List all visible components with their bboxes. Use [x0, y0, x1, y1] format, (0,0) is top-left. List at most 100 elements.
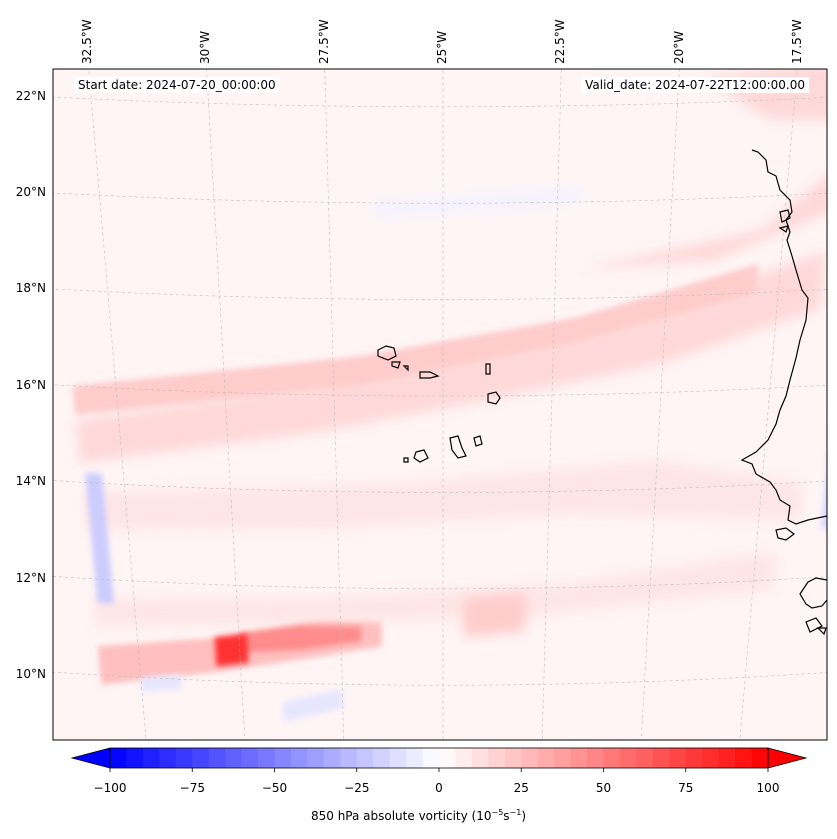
latitude-tick-label: 22°N [15, 89, 46, 103]
colorbar-segment [504, 748, 522, 768]
colorbar-segment [488, 748, 506, 768]
colorbar-segment [537, 748, 555, 768]
santa-luzia [402, 365, 409, 372]
colorbar-segment [340, 748, 358, 768]
longitude-tick-label: 30°W [198, 30, 212, 64]
bijagos-islands [805, 617, 827, 636]
latitude-tick-label: 20°N [15, 185, 46, 199]
santiago [449, 435, 467, 459]
parallel-gridline [53, 192, 827, 204]
colorbar-segment [751, 748, 769, 768]
colorbar-label-exp1: −5 [491, 808, 504, 817]
colorbar-segment [685, 748, 703, 768]
colorbar-label-exp2: −1 [509, 808, 522, 817]
colorbar-tick-label: −75 [179, 781, 205, 795]
negative-vorticity-region [820, 466, 827, 530]
meridian-gridline [324, 69, 345, 740]
gridlines [53, 69, 827, 740]
start-date-label: Start date: 2024-07-20_00:00:00 [74, 77, 280, 93]
colorbar-segment [669, 748, 687, 768]
colorbar-segment [241, 748, 259, 768]
colorbar-segment [192, 748, 210, 768]
positive-vorticity-region [463, 593, 526, 637]
map-frame [52, 68, 828, 741]
parallel-gridline [53, 480, 827, 493]
colorbar-segment [126, 748, 144, 768]
negative-vorticity-region [282, 689, 343, 722]
positive-vorticity-region [92, 550, 777, 627]
colorbar-segment [142, 748, 160, 768]
colorbar-segment [619, 748, 637, 768]
colorbar-tick-label: −50 [261, 781, 288, 795]
colorbar-tick-label: 0 [435, 781, 443, 795]
colorbar-segment [554, 748, 572, 768]
colorbar-segment [636, 748, 654, 768]
africa-coastline [740, 149, 827, 525]
colorbar-label: 850 hPa absolute vorticity (10−5s−1) [0, 808, 837, 823]
colorbar-segment [587, 748, 604, 768]
colorbar-segment [603, 748, 621, 768]
colorbar-extend-max [767, 747, 808, 769]
longitude-tick-label: 25°W [435, 30, 449, 64]
colorbar-extend-min [70, 747, 111, 769]
sal [485, 363, 491, 375]
maio [473, 435, 483, 447]
latitude-tick-label: 12°N [15, 571, 46, 585]
banc-darguin-islands [778, 209, 791, 233]
coastlines [377, 149, 827, 636]
sao-nicolau [419, 371, 440, 379]
colorbar-segment [521, 748, 539, 768]
colorbar-tick-label: 50 [595, 781, 612, 795]
brava [403, 457, 409, 463]
colorbar-segment [208, 748, 226, 768]
longitude-tick-label: 20°W [672, 30, 686, 64]
colorbar-label-prefix: 850 hPa absolute vorticity (10 [310, 809, 492, 823]
fogo [413, 449, 429, 463]
latitude-tick-label: 10°N [15, 667, 46, 681]
colorbar-segment [439, 748, 456, 768]
africa-coastline-south [799, 577, 827, 609]
vorticity-field [72, 69, 827, 722]
santo-antao [377, 345, 397, 361]
positive-vorticity-region [214, 633, 249, 667]
colorbar-label-suffix: ) [521, 809, 527, 823]
positive-vorticity-region [578, 175, 827, 270]
valid-date-label: Valid_date: 2024-07-22T12:00:00.00 [581, 77, 809, 93]
positive-vorticity-region [72, 263, 759, 415]
colorbar-segment [455, 748, 473, 768]
colorbar-segment [290, 748, 308, 768]
negative-vorticity-region [85, 472, 114, 604]
colorbar-tick-label: 75 [678, 781, 694, 795]
colorbar-segment [652, 748, 670, 768]
colorbar-segment [702, 748, 720, 768]
longitude-tick-label: 22.5°W [553, 19, 567, 64]
parallel-gridline [53, 384, 827, 397]
colorbar-segment [175, 748, 193, 768]
colorbar-segment [307, 748, 325, 768]
longitude-tick-label: 17.5°W [790, 19, 804, 64]
colorbar-segment [159, 748, 177, 768]
colorbar-segment [406, 748, 424, 768]
latitude-tick-label: 14°N [15, 474, 46, 488]
meridian-gridline [541, 69, 562, 740]
negative-vorticity-region [374, 187, 581, 218]
colorbar-label-mid: s [503, 809, 510, 823]
colorbar-segment [389, 748, 407, 768]
sao-vicente [391, 361, 401, 369]
colorbar-segment [718, 748, 736, 768]
boa-vista [487, 391, 501, 405]
colorbar-tick-label: −100 [93, 781, 127, 795]
colorbar-tick-label: 25 [513, 781, 529, 795]
colorbar-segment [471, 748, 489, 768]
positive-vorticity-region [82, 459, 805, 531]
colorbar [70, 747, 808, 772]
negative-vorticity-region [140, 674, 182, 692]
colorbar-tick-label: 100 [756, 781, 780, 795]
colorbar-segment [258, 748, 275, 768]
colorbar-segment [373, 748, 391, 768]
parallel-gridline [53, 576, 827, 590]
gambia-coast [775, 527, 795, 541]
longitude-tick-label: 32.5°W [80, 19, 94, 64]
